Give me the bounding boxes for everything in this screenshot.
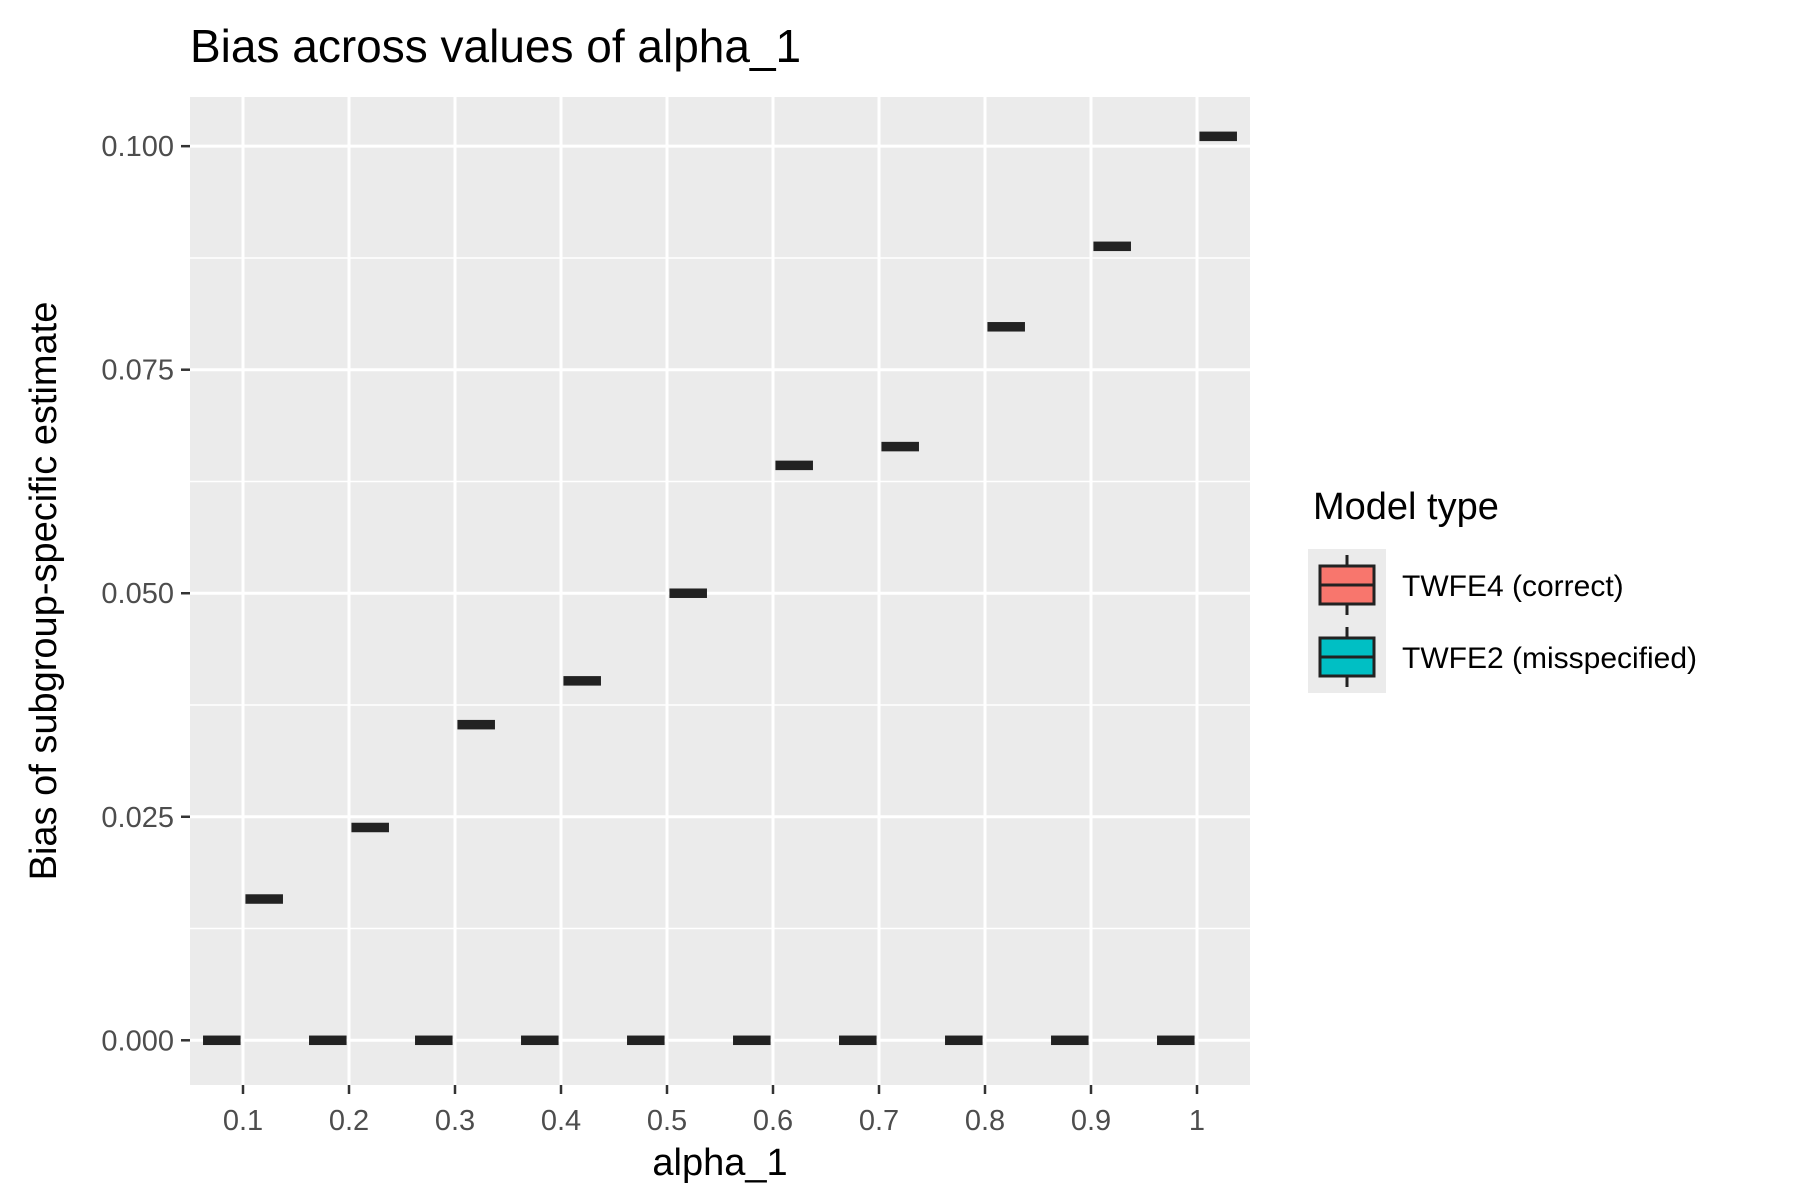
legend-title: Model type <box>1313 486 1499 528</box>
x-tick-label: 0.8 <box>965 1105 1005 1137</box>
y-axis-title: Bias of subgroup-specific estimate <box>23 302 65 881</box>
plot-panel <box>190 97 1250 1085</box>
x-tick-label: 0.5 <box>647 1105 687 1137</box>
x-tick-label: 1 <box>1189 1105 1205 1137</box>
x-tick-label: 0.4 <box>541 1105 581 1137</box>
legend-label-twfe2: TWFE2 (misspecified) <box>1402 642 1697 675</box>
y-tick-label: 0.075 <box>101 355 174 387</box>
x-tick-label: 0.6 <box>753 1105 793 1137</box>
box-marks <box>203 131 1237 1046</box>
x-tick-label: 0.1 <box>223 1105 263 1137</box>
y-tick-label: 0.000 <box>101 1025 174 1057</box>
axes: 0.000 0.025 0.050 0.075 0.100 0.1 0.2 0.3 0.4 0.5… <box>101 131 1205 1137</box>
x-tick-label: 0.2 <box>329 1105 369 1137</box>
y-tick-label: 0.050 <box>101 578 174 610</box>
y-tick-label: 0.100 <box>101 131 174 163</box>
grid-lines <box>190 97 1250 1085</box>
x-tick-label: 0.7 <box>859 1105 899 1137</box>
legend: Model type TWFE4 (correct) TWFE2 (misspec… <box>1308 486 1697 693</box>
chart-title: Bias across values of alpha_1 <box>190 20 801 72</box>
x-tick-label: 0.3 <box>435 1105 475 1137</box>
x-axis-title: alpha_1 <box>652 1142 787 1184</box>
y-tick-label: 0.025 <box>101 802 174 834</box>
x-tick-label: 0.9 <box>1071 1105 1111 1137</box>
legend-label-twfe4: TWFE4 (correct) <box>1402 570 1624 603</box>
